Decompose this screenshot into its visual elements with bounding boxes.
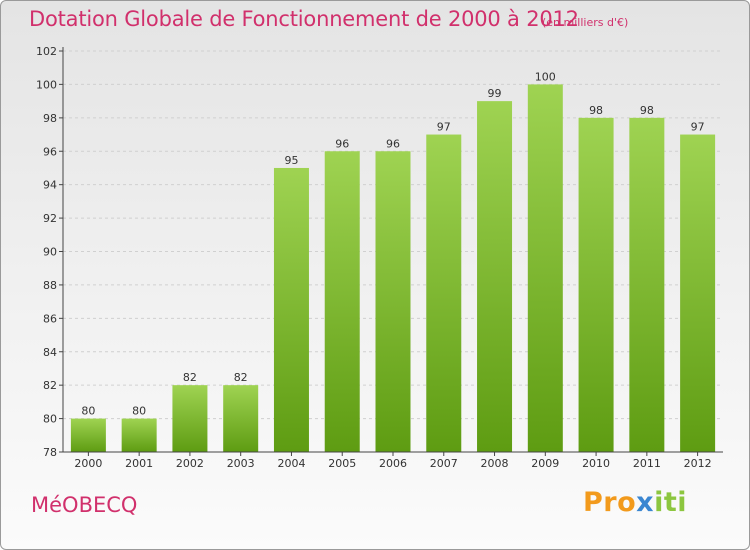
x-tick-label: 2007 <box>430 457 458 470</box>
logo-part-pro: Pro <box>583 487 637 518</box>
bar <box>223 385 259 452</box>
data-label: 80 <box>132 405 146 418</box>
x-tick-label: 2005 <box>328 457 356 470</box>
x-tick-label: 2002 <box>176 457 204 470</box>
bars: 80 80 82 82 95 96 96 97 99 100 98 98 97 <box>70 70 716 453</box>
bar <box>527 84 563 453</box>
x-tick-label: 2000 <box>74 457 102 470</box>
x-tick-label: 2010 <box>582 457 610 470</box>
bar <box>324 151 360 452</box>
bar <box>578 117 614 452</box>
bar <box>70 418 106 452</box>
logo-part-x: x <box>636 487 655 518</box>
x-tick-label: 2006 <box>379 457 407 470</box>
y-tick-label: 82 <box>43 379 57 392</box>
x-tick-label: 2012 <box>684 457 712 470</box>
y-tick-label: 98 <box>43 112 57 125</box>
data-label: 82 <box>183 371 197 384</box>
x-tick-label: 2011 <box>633 457 661 470</box>
data-label: 97 <box>437 121 451 134</box>
bar <box>375 151 411 452</box>
logo-part-iti: iti <box>654 487 687 518</box>
data-label: 98 <box>589 104 603 117</box>
x-tick-label: 2003 <box>227 457 255 470</box>
chart-title: Dotation Globale de Fonctionnement de 20… <box>29 7 579 31</box>
bar <box>121 418 157 452</box>
data-label: 100 <box>535 70 556 83</box>
data-label: 98 <box>640 104 654 117</box>
data-label: 96 <box>335 137 349 150</box>
x-tick-label: 2009 <box>531 457 559 470</box>
data-label: 99 <box>488 87 502 100</box>
data-label: 80 <box>81 405 95 418</box>
bar <box>172 385 208 452</box>
y-tick-label: 90 <box>43 246 57 259</box>
y-tick-label: 102 <box>36 45 57 58</box>
y-tick-label: 92 <box>43 212 57 225</box>
bar <box>629 117 665 452</box>
bar <box>680 134 716 452</box>
y-tick-label: 86 <box>43 312 57 325</box>
y-tick-label: 100 <box>36 78 57 91</box>
bar <box>426 134 462 452</box>
data-label: 95 <box>284 154 298 167</box>
data-label: 97 <box>691 121 705 134</box>
commune-name: MéOBECQ <box>31 493 138 517</box>
axes: 78 80 82 84 86 88 90 92 94 96 98 100 102 2000 2001 2002… <box>36 45 723 470</box>
y-tick-label: 84 <box>43 346 57 359</box>
y-tick-label: 94 <box>43 179 57 192</box>
data-label: 82 <box>234 371 248 384</box>
y-tick-label: 96 <box>43 145 57 158</box>
proxiti-logo: Proxiti <box>583 487 687 518</box>
bar <box>477 101 513 452</box>
y-tick-label: 80 <box>43 413 57 426</box>
chart-subtitle: (en milliers d'€) <box>542 16 629 29</box>
x-tick-label: 2008 <box>481 457 509 470</box>
x-tick-label: 2001 <box>125 457 153 470</box>
data-label: 96 <box>386 137 400 150</box>
x-tick-label: 2004 <box>277 457 305 470</box>
y-tick-label: 88 <box>43 279 57 292</box>
y-tick-label: 78 <box>43 446 57 459</box>
bar <box>273 167 309 453</box>
